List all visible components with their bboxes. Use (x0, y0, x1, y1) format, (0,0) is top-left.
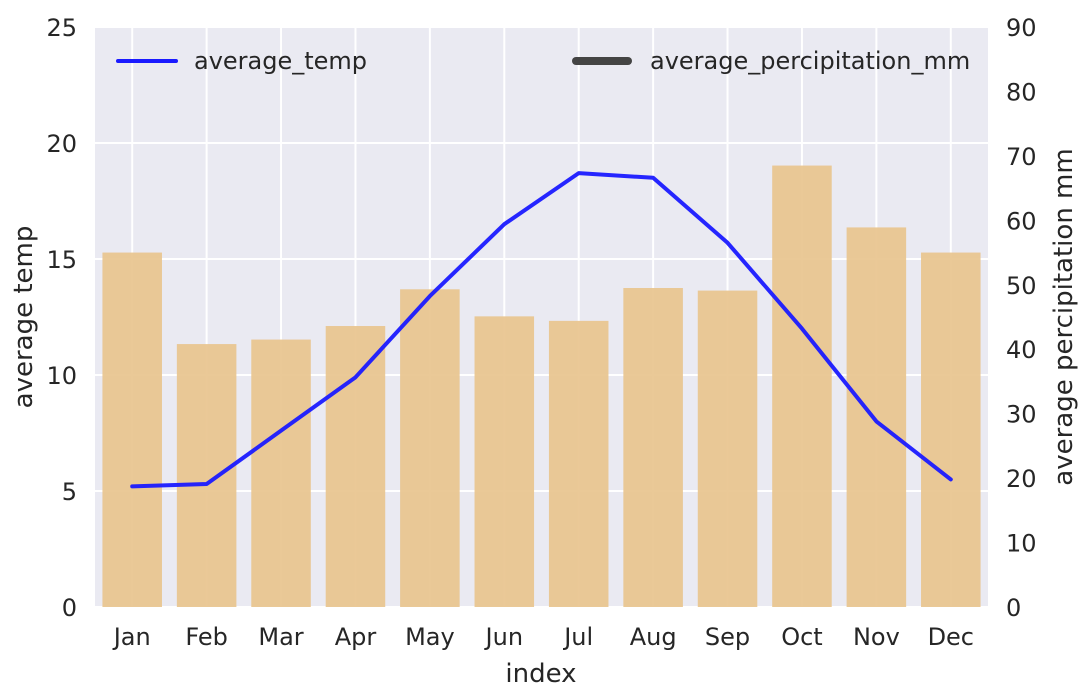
y-left-tick-label: 0 (62, 594, 77, 622)
ticks: Jan Feb Mar Apr May Jun Jul Aug Sep Oct Nov Dec 0 5 10… (46, 14, 1036, 651)
y-right-tick-label: 50 (1006, 272, 1037, 300)
x-tick-label: Jun (484, 623, 524, 651)
y-right-tick-label: 40 (1006, 336, 1037, 364)
bar-mar (251, 339, 311, 607)
bar-jun (474, 316, 535, 607)
bar-dec (921, 252, 981, 608)
legend-label-average-percipitation: average_percipitation_mm (650, 47, 970, 75)
y-right-tick-label: 20 (1006, 465, 1037, 493)
bar-jul (548, 320, 609, 607)
legend-label-average-temp: average_temp (194, 47, 367, 75)
y-right-tick-label: 0 (1006, 594, 1021, 622)
y-left-tick-label: 20 (46, 130, 77, 158)
y-left-tick-label: 10 (46, 362, 77, 390)
x-tick-label: May (405, 623, 455, 651)
y-axis-right-title: average percipitation mm (1049, 148, 1079, 485)
x-tick-label: Aug (630, 623, 677, 651)
x-tick-label: Sep (705, 623, 750, 651)
series-line-average-temp (130, 171, 953, 489)
bar-feb (176, 344, 237, 607)
y-right-tick-label: 90 (1006, 14, 1037, 42)
y-axis-left-title: average temp (9, 226, 39, 409)
bar-apr (325, 326, 386, 607)
bar-aug (623, 288, 683, 607)
lines (130, 171, 953, 489)
bars (102, 165, 981, 608)
x-tick-label: Mar (258, 623, 303, 651)
bar-oct (772, 165, 832, 608)
bar-sep (697, 290, 758, 607)
bar-may (400, 289, 460, 607)
x-tick-label: Feb (185, 623, 228, 651)
y-right-tick-label: 30 (1006, 401, 1037, 429)
legend: average_temp average_percipitation_mm (116, 47, 970, 75)
bar-jan (102, 252, 162, 608)
y-left-tick-label: 5 (62, 478, 77, 506)
y-left-tick-label: 15 (46, 246, 77, 274)
y-right-tick-label: 60 (1006, 207, 1037, 235)
x-axis-title: index (505, 659, 576, 689)
bar-nov (846, 227, 907, 607)
x-tick-label: Apr (335, 623, 377, 651)
x-tick-label: Jan (112, 623, 151, 651)
y-right-tick-label: 70 (1006, 143, 1037, 171)
plot-background (95, 27, 988, 607)
y-right-tick-label: 10 (1006, 530, 1037, 558)
y-left-tick-label: 25 (46, 14, 77, 42)
x-tick-label: Jul (562, 623, 593, 651)
x-tick-label: Dec (928, 623, 974, 651)
x-tick-label: Nov (853, 623, 900, 651)
y-right-tick-label: 80 (1006, 78, 1037, 106)
x-tick-label: Oct (781, 623, 823, 651)
